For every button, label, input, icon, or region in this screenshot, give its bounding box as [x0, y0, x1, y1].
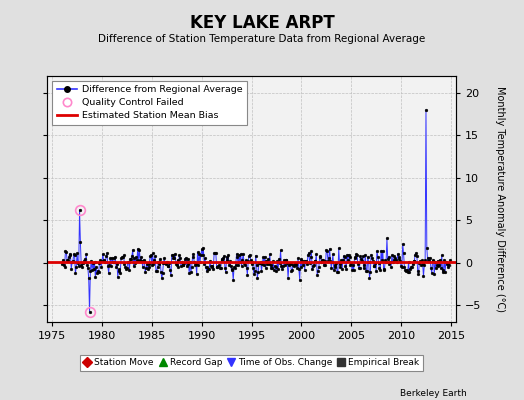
- Legend: Station Move, Record Gap, Time of Obs. Change, Empirical Break: Station Move, Record Gap, Time of Obs. C…: [80, 354, 423, 371]
- Legend: Difference from Regional Average, Quality Control Failed, Estimated Station Mean: Difference from Regional Average, Qualit…: [52, 81, 247, 125]
- Y-axis label: Monthly Temperature Anomaly Difference (°C): Monthly Temperature Anomaly Difference (…: [495, 86, 505, 312]
- Text: Berkeley Earth: Berkeley Earth: [400, 389, 466, 398]
- Text: KEY LAKE ARPT: KEY LAKE ARPT: [190, 14, 334, 32]
- Text: Difference of Station Temperature Data from Regional Average: Difference of Station Temperature Data f…: [99, 34, 425, 44]
